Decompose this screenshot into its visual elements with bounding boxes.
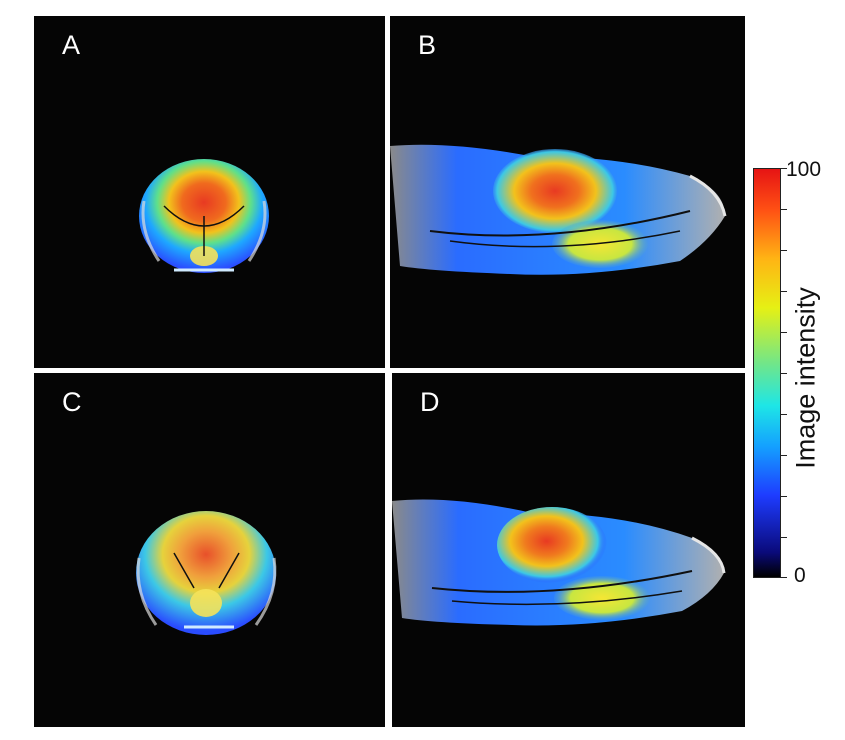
panel-d: D xyxy=(392,373,745,727)
colorbar-tick xyxy=(781,291,787,292)
colorbar-tick xyxy=(781,577,787,578)
sagittal-mri-image-b xyxy=(390,144,727,275)
colorbar-tick xyxy=(781,455,787,456)
colorbar-tick xyxy=(781,168,787,169)
panel-letter-c: C xyxy=(62,387,82,417)
colorbar-max-label: 100 xyxy=(786,158,822,181)
colorbar-tick xyxy=(781,537,787,538)
coronal-mri-image-a xyxy=(139,159,269,273)
colorbar-tick xyxy=(781,332,787,333)
colorbar-tick xyxy=(781,414,787,415)
coronal-mri-image-c xyxy=(136,511,277,635)
panel-b: B xyxy=(390,16,745,368)
panel-a: A xyxy=(34,16,385,368)
colorbar-tick xyxy=(781,496,787,497)
colorbar-tick xyxy=(781,209,787,210)
colorbar-tick xyxy=(781,250,787,251)
panel-c: C xyxy=(34,373,385,727)
sagittal-mri-image-d xyxy=(392,499,726,626)
colorbar xyxy=(753,168,781,578)
panel-letter-b: B xyxy=(418,30,437,60)
colorbar-min-label: 0 xyxy=(794,564,806,587)
panel-letter-d: D xyxy=(420,387,440,417)
panel-letter-a: A xyxy=(62,30,81,60)
colorbar-tick xyxy=(781,373,787,374)
colorbar-title: Image intensity xyxy=(790,287,821,469)
